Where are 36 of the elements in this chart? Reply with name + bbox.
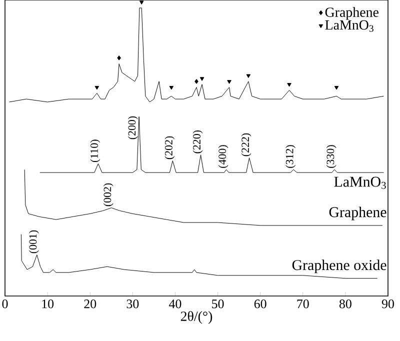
x-tick-label: 30 (126, 300, 139, 308)
point (117, 55, 121, 60)
series-label: LaMnO$_{3}$ (334, 176, 386, 189)
x-tick-label: 20 (84, 300, 96, 308)
annotation: (002) (103, 183, 114, 206)
series-label: Graphene oxide (292, 260, 386, 274)
x-tick-label: 50 (212, 300, 224, 308)
point (287, 83, 292, 87)
legend-label: LaMnO$_{3}$ (325, 20, 374, 32)
x-tick-label: 0 (2, 300, 8, 308)
point (194, 78, 198, 84)
point (169, 86, 174, 90)
point (246, 74, 251, 78)
x-axis-title: 2θ/(°) (180, 311, 212, 324)
legend-label: Graphene (325, 7, 378, 20)
annotation: (202) (164, 136, 175, 160)
annotation: (312) (286, 145, 296, 168)
point (139, 0, 144, 4)
point (94, 86, 100, 90)
annotation: (330) (326, 145, 336, 168)
annotation: (110) (90, 140, 100, 162)
annotation: (400) (218, 145, 228, 168)
x-tick-label: 60 (254, 300, 266, 308)
annotation: (220) (192, 130, 203, 154)
x-tick-label: 90 (382, 300, 394, 308)
series-label: Graphene (329, 206, 386, 220)
point (200, 77, 204, 81)
point (227, 80, 232, 84)
point (334, 86, 339, 90)
x-tick-label: 70 (297, 300, 309, 308)
x-tick-label: 40 (168, 300, 182, 308)
annotation: (200) (128, 116, 138, 140)
x-tick-label: 10 (42, 300, 54, 308)
annotation: (222) (241, 133, 252, 156)
x-tick-label: 80 (339, 300, 352, 308)
annotation: (001) (28, 230, 39, 254)
